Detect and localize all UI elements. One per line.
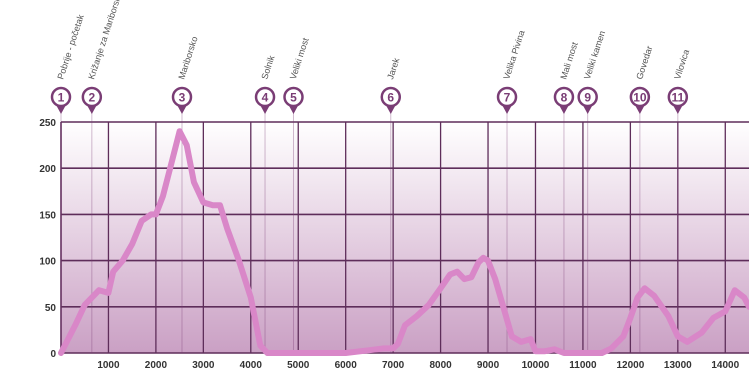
poi-number: 9	[584, 91, 591, 105]
x-tick-label: 9000	[477, 360, 500, 371]
x-tick-label: 8000	[429, 360, 452, 371]
x-tick-label: 4000	[240, 360, 263, 371]
grid	[60, 121, 749, 354]
x-tick-label: 14000	[711, 360, 739, 371]
poi-marker	[496, 86, 518, 108]
x-tick-label: 5000	[287, 360, 310, 371]
poi-marker	[577, 86, 598, 108]
poi-label: Veliki most	[288, 36, 311, 80]
y-axis-ticks: 0 50 100 150 200 250	[39, 118, 56, 360]
poi-number: 10	[633, 91, 647, 105]
plot-background	[61, 122, 749, 353]
x-tick-label: 3000	[192, 360, 215, 371]
x-tick-label: 7000	[382, 360, 405, 371]
x-tick-label: 13000	[664, 360, 692, 371]
y-tick-label: 150	[39, 210, 56, 221]
elevation-line	[58, 128, 749, 356]
x-axis-ticks: 1000 2000 3000 4000 5000 6000 7000 8000 9000 1000…	[97, 360, 739, 371]
poi-label: Vilovica	[672, 48, 691, 80]
poi-marker	[553, 86, 575, 108]
y-tick-label: 200	[39, 164, 56, 175]
poi-label: Velika Pivina	[501, 29, 526, 81]
poi-label: Mariborsko	[176, 35, 199, 80]
poi-marker	[629, 86, 651, 108]
x-tick-label: 11000	[569, 360, 597, 371]
y-tick-label: 0	[50, 349, 56, 360]
poi-number: 2	[88, 91, 95, 105]
poi-number: 3	[179, 91, 186, 105]
poi-label: Veliki kamen	[582, 29, 607, 80]
x-tick-label: 6000	[335, 360, 358, 371]
x-tick-label: 10000	[522, 360, 550, 371]
poi-label: Križanje za Mariborsko	[86, 0, 124, 81]
y-tick-label: 50	[45, 303, 57, 314]
poi-number: 8	[561, 91, 568, 105]
poi-number: 4	[262, 91, 269, 105]
poi-number: 5	[290, 91, 297, 105]
poi-marker	[380, 86, 402, 108]
poi-number: 11	[671, 91, 684, 105]
poi-number: 7	[504, 91, 511, 105]
poi-label: Solnik	[259, 54, 276, 81]
x-tick-label: 12000	[616, 360, 644, 371]
x-tick-label: 2000	[145, 360, 168, 371]
poi-number: 6	[387, 91, 394, 105]
poi-marker	[667, 86, 689, 108]
poi-marker	[283, 86, 304, 108]
poi-marker	[254, 86, 276, 108]
poi-label: Govedar	[634, 45, 654, 81]
y-tick-label: 100	[39, 257, 56, 268]
y-tick-label: 250	[39, 118, 56, 129]
poi-label: Jarek	[385, 56, 401, 80]
poi-marker	[50, 86, 72, 108]
poi-number: 1	[58, 91, 65, 105]
poi-label: Pobrije - početak	[55, 13, 86, 81]
poi-marker	[171, 86, 193, 108]
poi-marker	[81, 86, 103, 108]
x-tick-label: 1000	[97, 360, 120, 371]
poi-label: Mali most	[558, 40, 580, 80]
